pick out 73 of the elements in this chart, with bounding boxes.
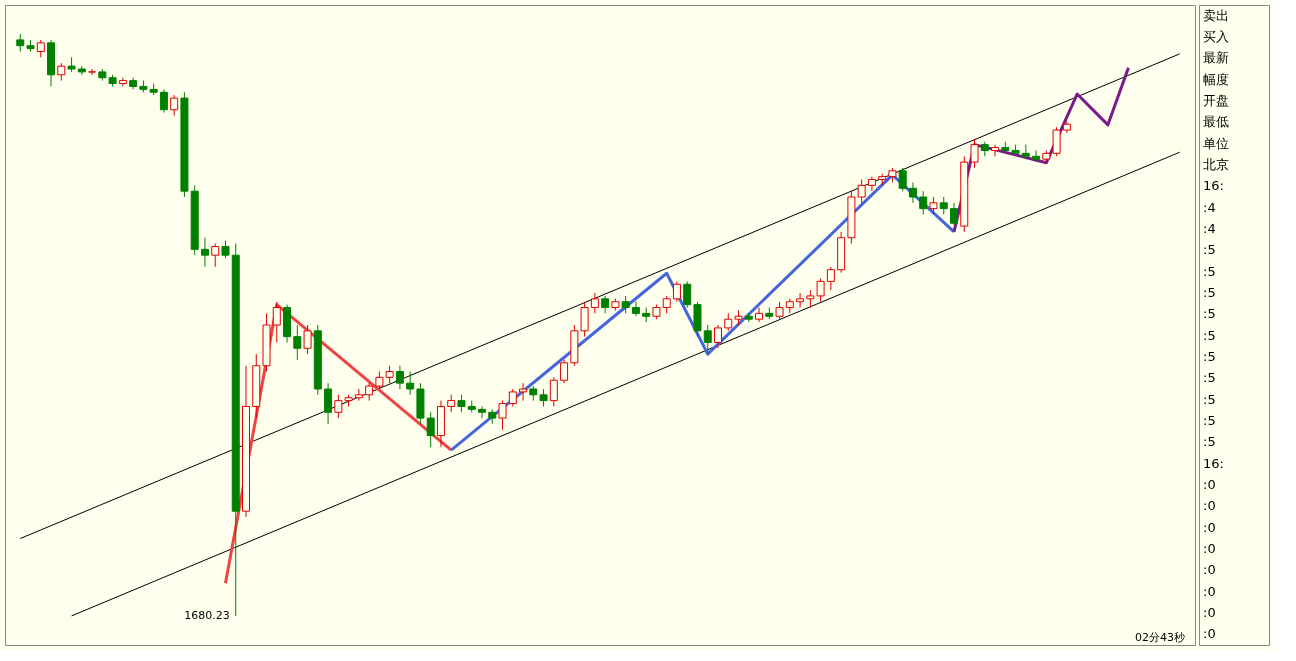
candlestick bbox=[950, 202, 958, 226]
candlestick bbox=[365, 382, 374, 402]
candlestick bbox=[1052, 126, 1061, 157]
candlestick bbox=[560, 359, 569, 384]
candlestick bbox=[170, 94, 179, 117]
text: 最新 bbox=[1203, 50, 1229, 66]
candlestick bbox=[1032, 149, 1041, 163]
candlestick bbox=[991, 144, 1000, 157]
candlestick bbox=[580, 301, 589, 338]
candlestick bbox=[293, 324, 302, 361]
candlestick bbox=[159, 88, 168, 114]
candlestick bbox=[200, 237, 209, 268]
text: :4 bbox=[1203, 221, 1216, 236]
text: :4 bbox=[1203, 199, 1216, 215]
text: :5 bbox=[1203, 349, 1216, 364]
candlestick bbox=[498, 400, 507, 431]
text: 02分43秒 bbox=[1135, 631, 1185, 644]
candlestick bbox=[272, 301, 281, 343]
candlestick bbox=[816, 277, 825, 303]
candlestick bbox=[672, 280, 681, 303]
text: :5 bbox=[1203, 285, 1216, 300]
text: :0 bbox=[1203, 541, 1216, 556]
candlestick bbox=[324, 382, 333, 425]
text: :5 bbox=[1203, 370, 1216, 386]
text: 买入 bbox=[1203, 29, 1229, 44]
text: 幅度 bbox=[1203, 71, 1229, 87]
text: :0 bbox=[1203, 519, 1216, 535]
text: 最低 bbox=[1203, 114, 1229, 130]
text: 16: bbox=[1203, 178, 1224, 194]
candlestick bbox=[755, 307, 764, 323]
text: :0 bbox=[1203, 626, 1216, 642]
candlestick bbox=[714, 324, 722, 349]
candlestick bbox=[303, 324, 312, 355]
candlestick bbox=[683, 280, 692, 309]
candlestick bbox=[857, 179, 866, 204]
text: 北京 bbox=[1203, 157, 1229, 172]
text: :0 bbox=[1203, 583, 1216, 599]
candlestick bbox=[703, 324, 712, 355]
candlestick bbox=[478, 405, 486, 419]
text: :0 bbox=[1203, 477, 1216, 492]
candlestick bbox=[211, 243, 220, 268]
candlestick bbox=[826, 266, 835, 291]
text: :5 bbox=[1203, 434, 1216, 450]
candlestick bbox=[796, 292, 805, 309]
candlestick bbox=[970, 138, 979, 169]
text: 开盘 bbox=[1203, 93, 1229, 108]
text: :5 bbox=[1203, 413, 1216, 428]
candlestick bbox=[919, 190, 928, 215]
candlestick bbox=[426, 411, 435, 448]
text: 16: bbox=[1203, 455, 1224, 471]
candlestick bbox=[590, 292, 599, 314]
candlestick bbox=[908, 181, 917, 204]
candlestick bbox=[354, 388, 363, 402]
text: :5 bbox=[1203, 391, 1216, 407]
candlestick bbox=[395, 365, 404, 390]
candlestick bbox=[867, 176, 876, 192]
text: :5 bbox=[1203, 263, 1216, 279]
annotation: 1680.23 bbox=[184, 608, 230, 622]
candlestick bbox=[88, 68, 97, 76]
text: :0 bbox=[1203, 498, 1216, 514]
text: :0 bbox=[1203, 605, 1216, 620]
text: :5 bbox=[1203, 327, 1216, 343]
candlestick bbox=[406, 371, 415, 396]
candlestick bbox=[519, 382, 528, 402]
candlestick bbox=[898, 167, 907, 192]
candlestick bbox=[334, 394, 343, 419]
text: :0 bbox=[1203, 562, 1216, 578]
text: 单位 bbox=[1203, 135, 1229, 151]
candlestick bbox=[549, 376, 558, 407]
text: 卖出 bbox=[1203, 7, 1229, 23]
candlestick bbox=[631, 301, 640, 317]
text: :5 bbox=[1203, 306, 1216, 322]
text: :5 bbox=[1203, 242, 1216, 258]
